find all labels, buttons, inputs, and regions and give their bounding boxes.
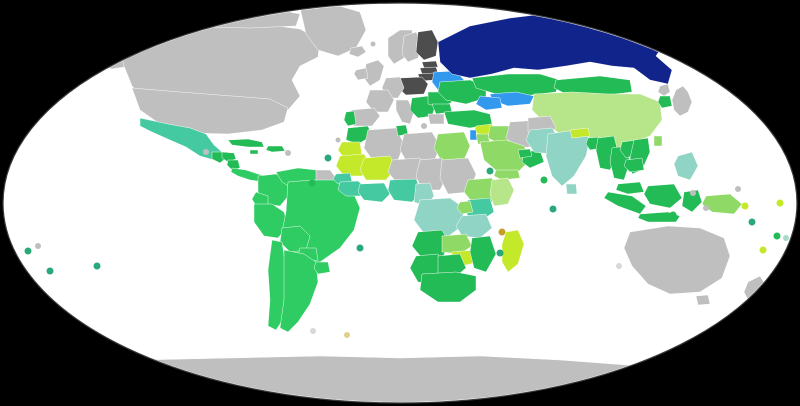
country-saudi-arabia[interactable] (479, 139, 531, 173)
country-australia[interactable] (623, 225, 731, 295)
country-indonesia-sulawesi[interactable] (681, 189, 703, 213)
island-dot-atlantic-2[interactable] (46, 267, 54, 275)
country-portugal[interactable] (343, 110, 357, 127)
region-north-america[interactable] (95, 4, 693, 135)
island-dot-pacific-grey-1[interactable] (35, 243, 41, 249)
country-south-africa[interactable] (419, 271, 477, 303)
country-indonesia-borneo[interactable] (643, 183, 683, 209)
country-north-korea[interactable] (657, 83, 671, 97)
country-hispaniola[interactable] (265, 145, 286, 153)
country-antarctica[interactable] (0, 355, 800, 406)
country-nepal[interactable] (569, 127, 591, 139)
country-ireland[interactable] (353, 67, 369, 81)
country-indonesia-java[interactable] (637, 211, 681, 223)
country-japan[interactable] (671, 85, 693, 117)
country-ukraine[interactable] (437, 79, 487, 105)
country-zambia[interactable] (441, 233, 473, 255)
country-iceland[interactable] (348, 45, 367, 58)
region-latin-america[interactable] (139, 117, 361, 333)
country-taiwan[interactable] (653, 135, 663, 147)
island-dot-north-atlantic[interactable] (370, 41, 376, 47)
island-dot-atlantic-5[interactable] (324, 154, 332, 162)
country-estonia[interactable] (421, 60, 439, 69)
country-tasmania[interactable] (695, 294, 711, 306)
country-uruguay[interactable] (313, 261, 331, 275)
country-uganda[interactable] (456, 200, 474, 215)
island-dot-indian-3[interactable] (496, 249, 504, 257)
country-yemen[interactable] (493, 169, 521, 181)
island-dot-indian-2[interactable] (498, 228, 506, 236)
country-greece[interactable] (427, 113, 445, 125)
island-dot-mediterranean[interactable] (421, 123, 427, 129)
island-dot-caribbean-grey-2[interactable] (203, 149, 209, 155)
island-dot-pacific-8[interactable] (776, 199, 784, 207)
country-malaysia[interactable] (615, 181, 645, 195)
country-cuba[interactable] (227, 138, 265, 148)
island-dot-pacific-4[interactable] (748, 218, 756, 226)
island-dot-south-atlantic[interactable] (310, 328, 316, 334)
country-sri-lanka[interactable] (565, 183, 578, 195)
island-dot-atlantic-1[interactable] (24, 247, 32, 255)
island-dot-pacific-2[interactable] (703, 205, 709, 211)
country-sweden[interactable] (401, 31, 423, 63)
island-dot-pacific-1[interactable] (669, 211, 677, 219)
island-dot-pacific-6[interactable] (783, 235, 789, 241)
country-argentina[interactable] (279, 249, 319, 333)
country-madagascar[interactable] (501, 229, 525, 273)
region-africa[interactable] (332, 124, 525, 303)
country-mozambique[interactable] (469, 235, 497, 273)
island-dots[interactable] (24, 41, 790, 339)
island-dot-canary[interactable] (335, 137, 341, 143)
country-jamaica[interactable] (249, 149, 259, 155)
island-dot-indian-5[interactable] (549, 205, 557, 213)
region-europe[interactable] (343, 29, 493, 129)
country-chad[interactable] (415, 157, 449, 191)
island-dot-indian-4[interactable] (540, 176, 548, 184)
country-nigeria[interactable] (387, 178, 423, 203)
island-dot-pacific-3[interactable] (741, 202, 749, 210)
region-south-asia[interactable] (525, 115, 743, 223)
country-cote-divoire-ghana[interactable] (357, 182, 391, 203)
country-uae[interactable] (517, 148, 533, 159)
country-somalia[interactable] (489, 177, 515, 207)
island-dot-indian-1[interactable] (486, 167, 494, 175)
country-france[interactable] (365, 89, 395, 113)
island-dot-pacific-10[interactable] (690, 190, 696, 196)
island-dot-pacific-11[interactable] (616, 263, 622, 269)
island-dot-south-atlantic-2[interactable] (344, 332, 350, 338)
country-dr-congo[interactable] (413, 197, 465, 239)
island-dot-atlantic-4[interactable] (356, 244, 364, 252)
country-kazakhstan[interactable] (471, 73, 561, 97)
country-italy[interactable] (395, 99, 415, 125)
island-dot-pacific-9[interactable] (735, 186, 741, 192)
country-morocco[interactable] (345, 125, 373, 145)
country-canada-arctic[interactable] (171, 7, 301, 29)
country-mali[interactable] (359, 155, 397, 181)
island-dot-caribbean-grey-3[interactable] (285, 150, 291, 156)
country-finland[interactable] (415, 29, 439, 61)
island-dot-atlantic-3[interactable] (93, 262, 101, 270)
country-israel[interactable] (469, 129, 478, 141)
country-egypt[interactable] (433, 131, 471, 163)
country-papua-new-guinea[interactable] (701, 193, 743, 215)
country-philippines[interactable] (673, 151, 699, 181)
island-dot-pacific-7[interactable] (759, 246, 767, 254)
country-south-korea[interactable] (657, 95, 673, 109)
island-dot-pacific-us[interactable] (240, 119, 246, 125)
country-turkmenistan[interactable] (475, 95, 503, 111)
island-dot-atlantic-green-1[interactable] (308, 179, 316, 187)
island-dot-pacific-5[interactable] (773, 232, 781, 240)
country-cambodia[interactable] (623, 157, 645, 173)
